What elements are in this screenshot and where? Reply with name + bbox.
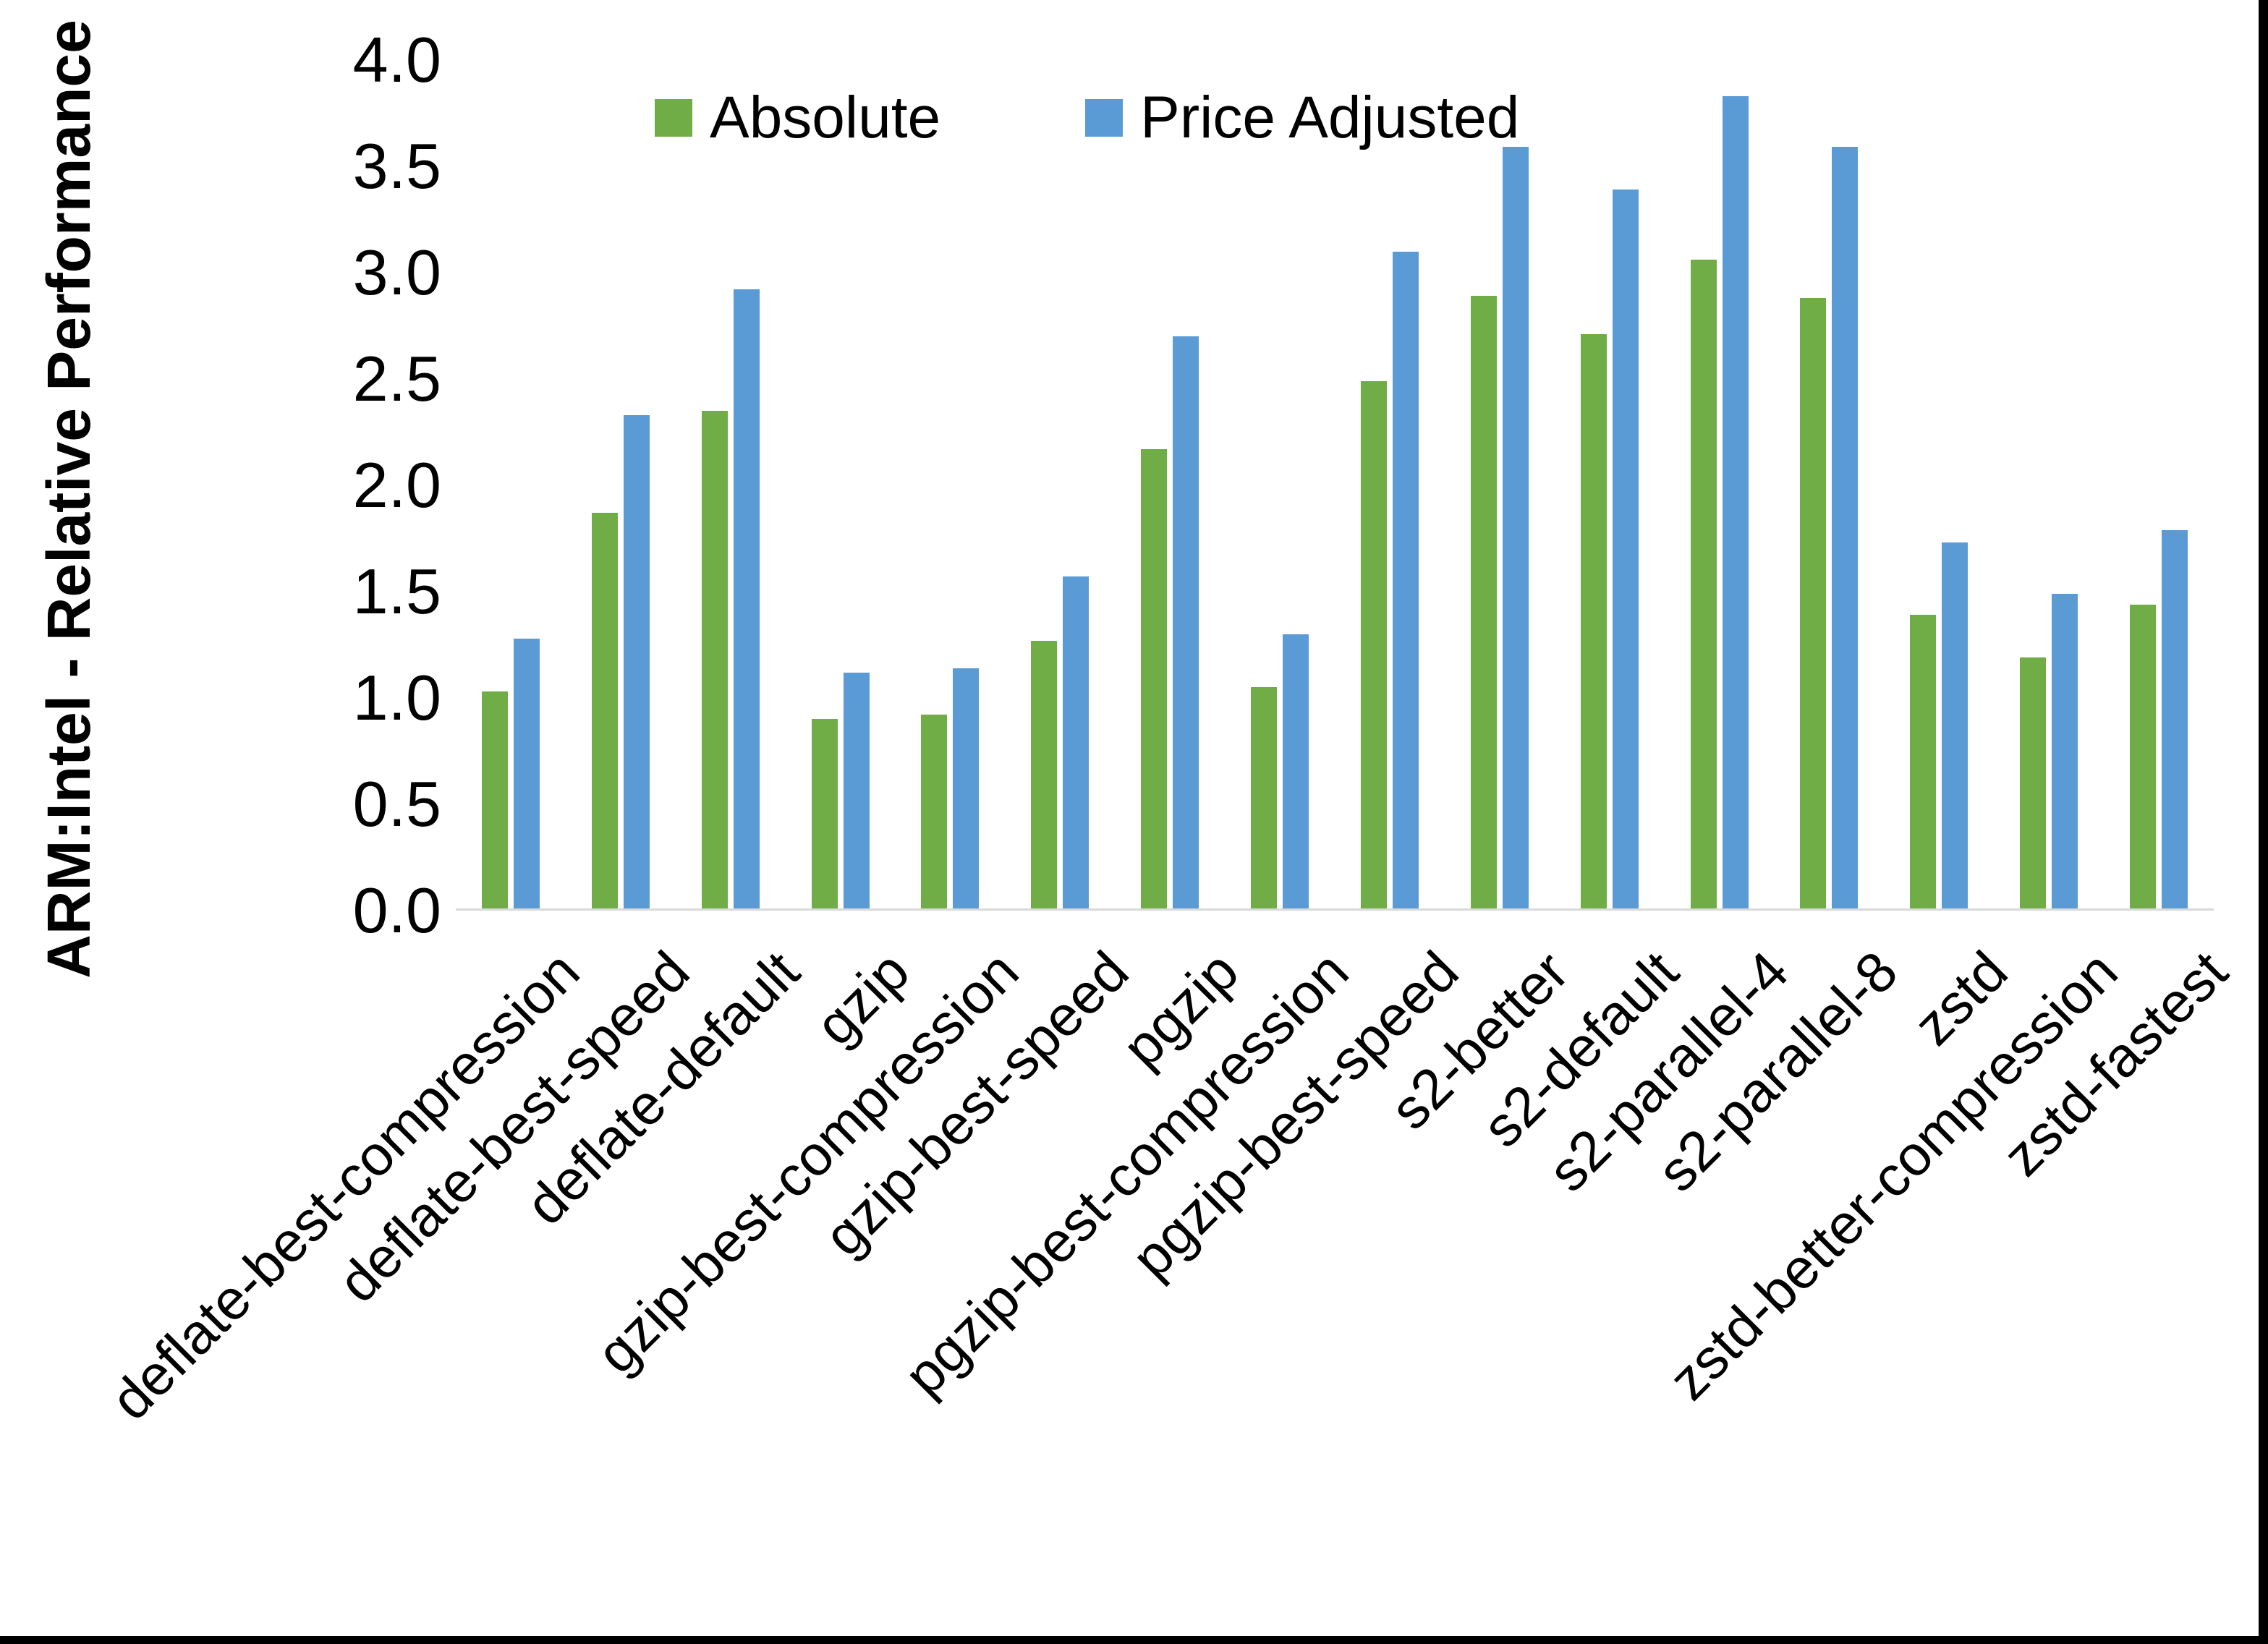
bar-s2-parallel-4-price-adjusted (1722, 96, 1749, 908)
y-tick-label: 3.0 (352, 237, 441, 308)
bar-zstd-fastest-absolute (2130, 605, 2157, 908)
legend-label: Absolute (710, 85, 941, 150)
bar-zstd-absolute (1910, 615, 1937, 908)
y-axis-title: ARM:Intel - Relative Performance (35, 20, 103, 979)
bar-gzip-absolute (811, 719, 838, 908)
bar-pgzip-best-compression-price-adjusted (1283, 634, 1309, 908)
bar-pgzip-price-adjusted (1173, 336, 1199, 908)
bar-pgzip-absolute (1141, 449, 1168, 908)
plot-area (456, 29, 2214, 911)
bar-s2-parallel-4-absolute (1690, 260, 1717, 908)
bar-zstd-price-adjusted (1942, 542, 1968, 908)
bar-deflate-best-speed-absolute (591, 513, 618, 908)
bar-s2-default-absolute (1580, 334, 1607, 908)
y-tick-label: 0.0 (352, 874, 441, 946)
y-tick-label: 4.0 (352, 24, 441, 95)
legend-item: Price Adjusted (1085, 88, 1519, 148)
bar-pgzip-best-speed-price-adjusted (1392, 252, 1419, 908)
bar-pgzip-best-compression-absolute (1251, 687, 1278, 908)
bar-zstd-better-compression-absolute (2020, 657, 2047, 908)
bar-pgzip-best-speed-absolute (1360, 381, 1387, 908)
bar-s2-better-price-adjusted (1502, 147, 1529, 908)
bar-gzip-best-speed-price-adjusted (1063, 576, 1090, 908)
legend-swatch (1085, 99, 1124, 137)
y-tick-label: 1.0 (352, 662, 441, 733)
bar-gzip-best-speed-absolute (1031, 641, 1058, 908)
bar-deflate-default-price-adjusted (733, 289, 760, 908)
bar-gzip-price-adjusted (843, 673, 870, 908)
y-tick-label: 2.5 (352, 343, 441, 414)
bottom-border (0, 1636, 2268, 1644)
bar-gzip-best-compression-absolute (921, 715, 948, 908)
bar-zstd-better-compression-price-adjusted (2052, 594, 2078, 908)
bar-deflate-best-compression-absolute (481, 691, 508, 908)
bar-s2-parallel-8-price-adjusted (1832, 147, 1859, 908)
bar-deflate-best-speed-price-adjusted (623, 415, 650, 908)
legend-swatch (655, 99, 692, 137)
bar-zstd-fastest-price-adjusted (2162, 530, 2188, 908)
y-tick-label: 2.0 (352, 449, 441, 521)
y-tick-label: 1.5 (352, 555, 441, 627)
right-border (2259, 0, 2268, 1644)
y-tick-label: 0.5 (352, 768, 441, 840)
legend-item: Absolute (655, 88, 940, 148)
bar-deflate-default-absolute (701, 411, 728, 908)
bar-gzip-best-compression-price-adjusted (953, 668, 980, 908)
bar-deflate-best-compression-price-adjusted (513, 639, 540, 908)
bar-s2-default-price-adjusted (1612, 189, 1639, 908)
legend: Absolute Price Adjusted (655, 88, 1519, 148)
x-axis-line (456, 908, 2214, 911)
bar-s2-parallel-8-absolute (1800, 298, 1827, 908)
bar-s2-better-absolute (1470, 296, 1497, 908)
legend-label: Price Adjusted (1140, 85, 1520, 150)
y-tick-label: 3.5 (352, 130, 441, 202)
